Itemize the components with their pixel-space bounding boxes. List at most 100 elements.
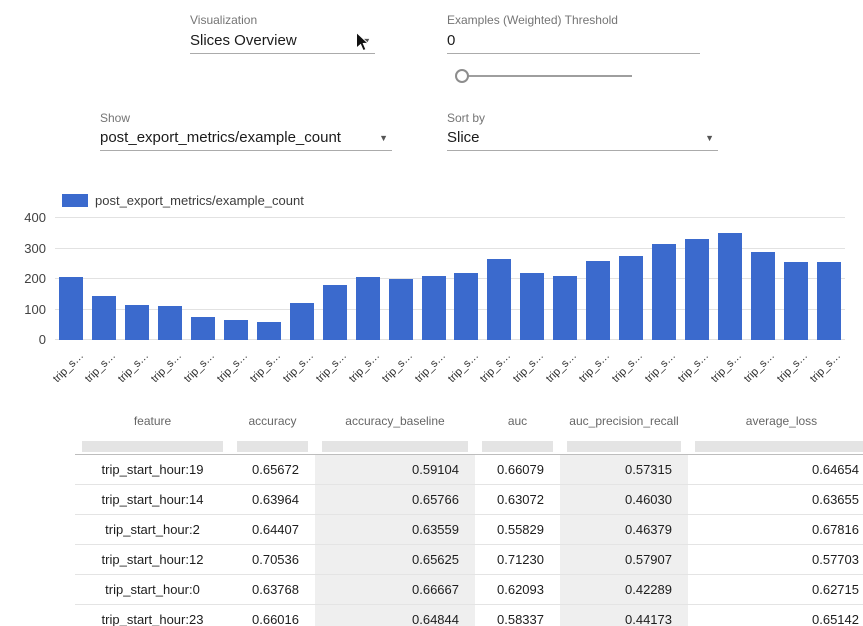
column-header-auc[interactable]: auc bbox=[475, 404, 560, 438]
bar[interactable] bbox=[422, 276, 446, 340]
bar[interactable] bbox=[586, 261, 610, 340]
metric-cell: 0.58337 bbox=[475, 605, 560, 626]
x-tick-label: trip_s… bbox=[116, 350, 151, 385]
visualization-dropdown[interactable]: Slices Overview ▼ bbox=[190, 30, 375, 54]
metric-cell: 0.42289 bbox=[560, 575, 688, 604]
filter-cell[interactable] bbox=[315, 438, 475, 454]
metric-cell: 0.66667 bbox=[315, 575, 475, 604]
column-header-accuracy[interactable]: accuracy bbox=[230, 404, 315, 438]
x-tick-label: trip_s… bbox=[577, 350, 612, 385]
bar[interactable] bbox=[817, 262, 841, 340]
bar[interactable] bbox=[125, 305, 149, 340]
table-row: trip_start_hour:120.705360.656250.712300… bbox=[75, 545, 863, 575]
bar[interactable] bbox=[553, 276, 577, 340]
slider-track[interactable] bbox=[462, 75, 632, 77]
metric-cell: 0.55829 bbox=[475, 515, 560, 544]
x-tick-label: trip_s… bbox=[808, 350, 843, 385]
visualization-value: Slices Overview bbox=[190, 32, 297, 49]
table-row: trip_start_hour:140.639640.657660.630720… bbox=[75, 485, 863, 515]
filter-box[interactable] bbox=[567, 441, 681, 452]
table-row: trip_start_hour:230.660160.648440.583370… bbox=[75, 605, 863, 626]
filter-box[interactable] bbox=[695, 441, 863, 452]
column-header-average_loss[interactable]: average_loss bbox=[688, 404, 863, 438]
metrics-table: featureaccuracyaccuracy_baselineaucauc_p… bbox=[75, 404, 863, 626]
threshold-slider[interactable] bbox=[462, 64, 632, 88]
x-tick-label: trip_s… bbox=[742, 350, 777, 385]
bar[interactable] bbox=[454, 273, 478, 340]
metric-cell: 0.62715 bbox=[688, 575, 863, 604]
metric-cell: 0.63768 bbox=[230, 575, 315, 604]
bar[interactable] bbox=[784, 262, 808, 340]
column-header-feature[interactable]: feature bbox=[75, 404, 230, 438]
x-tick-label: trip_s… bbox=[478, 350, 513, 385]
gridline bbox=[55, 217, 845, 218]
bar[interactable] bbox=[92, 296, 116, 340]
column-header-auc_precision_recall[interactable]: auc_precision_recall bbox=[560, 404, 688, 438]
show-label: Show bbox=[100, 111, 130, 125]
metric-cell: 0.44173 bbox=[560, 605, 688, 626]
filter-box[interactable] bbox=[82, 441, 223, 452]
show-dropdown[interactable]: post_export_metrics/example_count ▼ bbox=[100, 127, 392, 151]
x-tick-label: trip_s… bbox=[643, 350, 678, 385]
bar[interactable] bbox=[487, 259, 511, 340]
bar[interactable] bbox=[158, 306, 182, 340]
metric-cell: 0.46379 bbox=[560, 515, 688, 544]
metric-cell: 0.63559 bbox=[315, 515, 475, 544]
filter-cell[interactable] bbox=[688, 438, 863, 454]
x-tick-label: trip_s… bbox=[248, 350, 283, 385]
filter-cell[interactable] bbox=[230, 438, 315, 454]
visualization-label: Visualization bbox=[190, 13, 257, 27]
table-filter-row bbox=[75, 438, 863, 455]
bar[interactable] bbox=[718, 233, 742, 340]
column-header-accuracy_baseline[interactable]: accuracy_baseline bbox=[315, 404, 475, 438]
x-tick-label: trip_s… bbox=[215, 350, 250, 385]
filter-box[interactable] bbox=[322, 441, 468, 452]
slider-knob[interactable] bbox=[455, 69, 469, 83]
metric-cell: 0.64407 bbox=[230, 515, 315, 544]
chart-plot bbox=[55, 218, 845, 340]
bar[interactable] bbox=[323, 285, 347, 340]
feature-cell: trip_start_hour:14 bbox=[75, 485, 230, 514]
metric-cell: 0.70536 bbox=[230, 545, 315, 574]
x-tick-label: trip_s… bbox=[544, 350, 579, 385]
bar[interactable] bbox=[389, 279, 413, 340]
x-tick-label: trip_s… bbox=[511, 350, 546, 385]
metric-cell: 0.46030 bbox=[560, 485, 688, 514]
filter-cell[interactable] bbox=[560, 438, 688, 454]
feature-cell: trip_start_hour:0 bbox=[75, 575, 230, 604]
filter-cell[interactable] bbox=[475, 438, 560, 454]
y-tick-label: 400 bbox=[24, 210, 46, 226]
bar[interactable] bbox=[685, 239, 709, 340]
bar[interactable] bbox=[619, 256, 643, 340]
legend-swatch bbox=[62, 194, 88, 207]
bar[interactable] bbox=[652, 244, 676, 340]
bar[interactable] bbox=[520, 273, 544, 340]
table-row: trip_start_hour:00.637680.666670.620930.… bbox=[75, 575, 863, 605]
filter-box[interactable] bbox=[237, 441, 308, 452]
metric-cell: 0.62093 bbox=[475, 575, 560, 604]
bar[interactable] bbox=[257, 322, 281, 340]
metric-cell: 0.67816 bbox=[688, 515, 863, 544]
bar[interactable] bbox=[59, 277, 83, 340]
sort-by-dropdown[interactable]: Slice ▼ bbox=[447, 127, 718, 151]
x-tick-label: trip_s… bbox=[281, 350, 316, 385]
metric-cell: 0.66016 bbox=[230, 605, 315, 626]
metric-cell: 0.57315 bbox=[560, 455, 688, 484]
metric-cell: 0.65625 bbox=[315, 545, 475, 574]
threshold-input[interactable]: 0 bbox=[447, 30, 700, 54]
x-tick-label: trip_s… bbox=[445, 350, 480, 385]
bar[interactable] bbox=[751, 252, 775, 340]
bar[interactable] bbox=[191, 317, 215, 340]
bar[interactable] bbox=[224, 320, 248, 340]
y-tick-label: 0 bbox=[39, 332, 46, 348]
filter-cell[interactable] bbox=[75, 438, 230, 454]
bar[interactable] bbox=[356, 277, 380, 340]
sort-by-label: Sort by bbox=[447, 111, 485, 125]
bar[interactable] bbox=[290, 303, 314, 340]
table-row: trip_start_hour:190.656720.591040.660790… bbox=[75, 455, 863, 485]
mouse-cursor bbox=[355, 32, 369, 53]
table-row: trip_start_hour:20.644070.635590.558290.… bbox=[75, 515, 863, 545]
x-tick-label: trip_s… bbox=[149, 350, 184, 385]
filter-box[interactable] bbox=[482, 441, 553, 452]
slicing-metrics-browser: Visualization Slices Overview ▼ Examples… bbox=[0, 0, 863, 626]
